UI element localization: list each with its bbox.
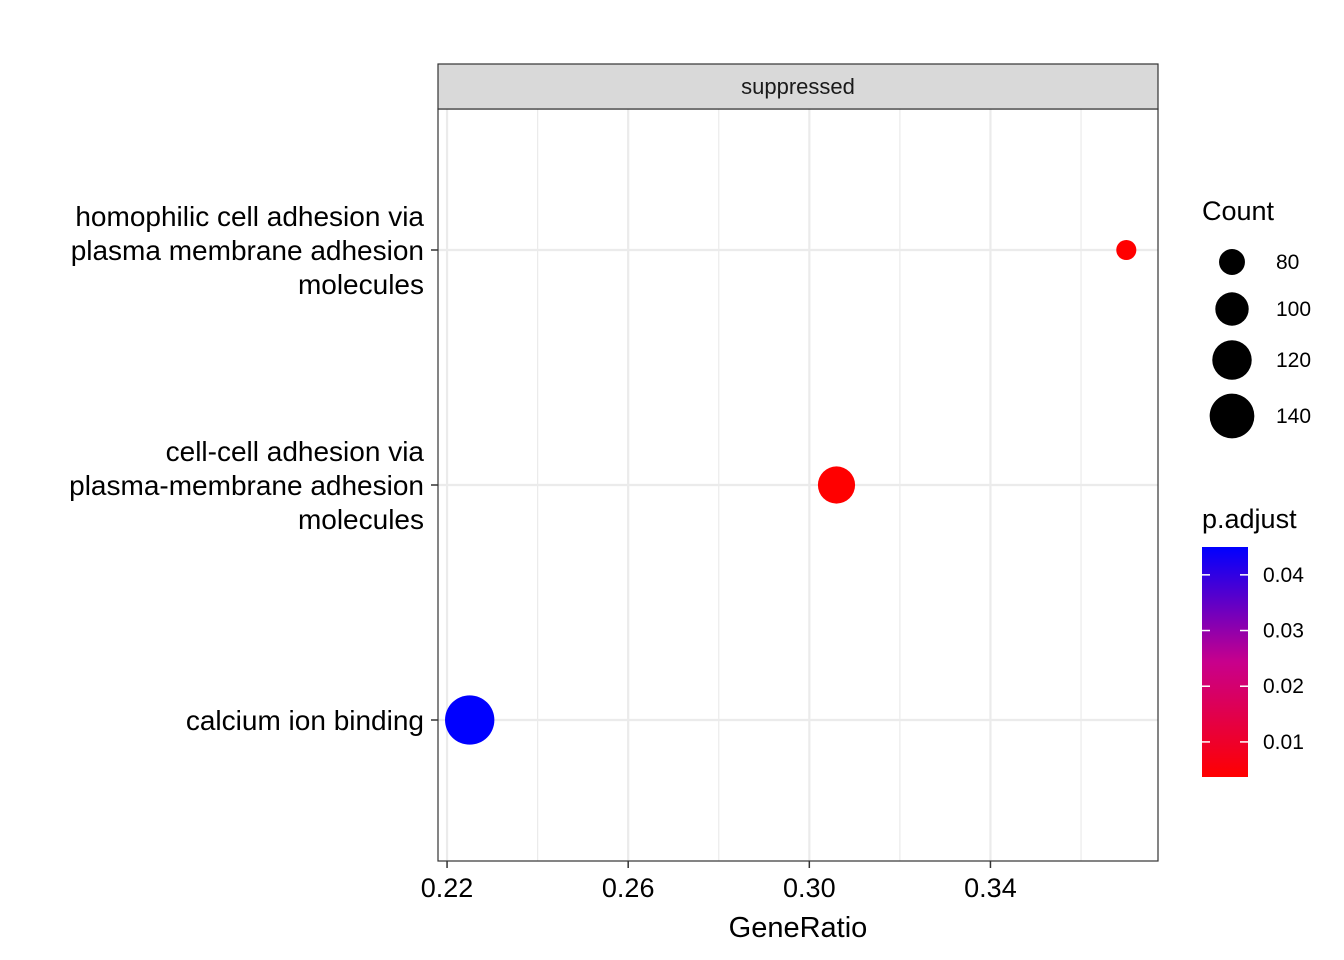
data-point bbox=[1116, 239, 1137, 261]
size-legend-key bbox=[1215, 292, 1249, 326]
size-legend-title: Count bbox=[1202, 196, 1275, 226]
y-tick-label: calcium ion binding bbox=[186, 705, 424, 736]
color-legend-label: 0.04 bbox=[1263, 564, 1304, 587]
size-legend-key bbox=[1212, 340, 1252, 380]
facet-strip: suppressed bbox=[437, 63, 1159, 110]
x-axis-title: GeneRatio bbox=[729, 912, 868, 944]
color-legend: p.adjust 0.01 0.02 0.03 0.04 bbox=[1202, 504, 1304, 777]
y-tick-label-line: cell-cell adhesion via bbox=[166, 436, 425, 467]
size-legend-key bbox=[1209, 393, 1255, 439]
x-tick-label: 0.22 bbox=[421, 873, 474, 903]
y-tick-label-line: calcium ion binding bbox=[186, 705, 424, 736]
y-tick-label: homophilic cell adhesion via plasma membr… bbox=[71, 201, 425, 300]
data-point bbox=[817, 466, 856, 504]
y-tick-label-line: plasma membrane adhesion bbox=[71, 235, 424, 266]
color-legend-bar bbox=[1202, 547, 1248, 777]
color-legend-label: 0.02 bbox=[1263, 675, 1304, 698]
size-legend-label: 120 bbox=[1276, 349, 1311, 372]
y-tick-label-line: homophilic cell adhesion via bbox=[75, 201, 424, 232]
y-tick-label-line: molecules bbox=[298, 269, 424, 300]
color-legend-label: 0.01 bbox=[1263, 731, 1304, 754]
y-tick-label: cell-cell adhesion via plasma-membrane ad… bbox=[69, 436, 424, 535]
size-legend-label: 140 bbox=[1276, 405, 1311, 428]
size-legend-key bbox=[1219, 249, 1245, 275]
panel-grid bbox=[438, 109, 1158, 861]
x-axis: 0.22 0.26 0.30 0.34 bbox=[421, 861, 1017, 903]
size-legend-label: 80 bbox=[1276, 251, 1299, 274]
y-tick-label-line: plasma-membrane adhesion bbox=[69, 470, 424, 501]
x-tick-label: 0.34 bbox=[964, 873, 1017, 903]
size-legend: Count 80 100 120 140 bbox=[1202, 196, 1311, 439]
y-tick-label-line: molecules bbox=[298, 504, 424, 535]
facet-strip-label: suppressed bbox=[741, 74, 855, 99]
data-points bbox=[445, 239, 1137, 745]
x-tick-label: 0.26 bbox=[602, 873, 655, 903]
x-tick-label: 0.30 bbox=[783, 873, 836, 903]
data-point bbox=[445, 695, 495, 745]
y-axis: homophilic cell adhesion via plasma membr… bbox=[69, 201, 438, 736]
facet-strip-background bbox=[437, 63, 1159, 110]
color-legend-label: 0.03 bbox=[1263, 620, 1304, 643]
color-legend-title: p.adjust bbox=[1202, 504, 1297, 534]
size-legend-label: 100 bbox=[1276, 298, 1311, 321]
